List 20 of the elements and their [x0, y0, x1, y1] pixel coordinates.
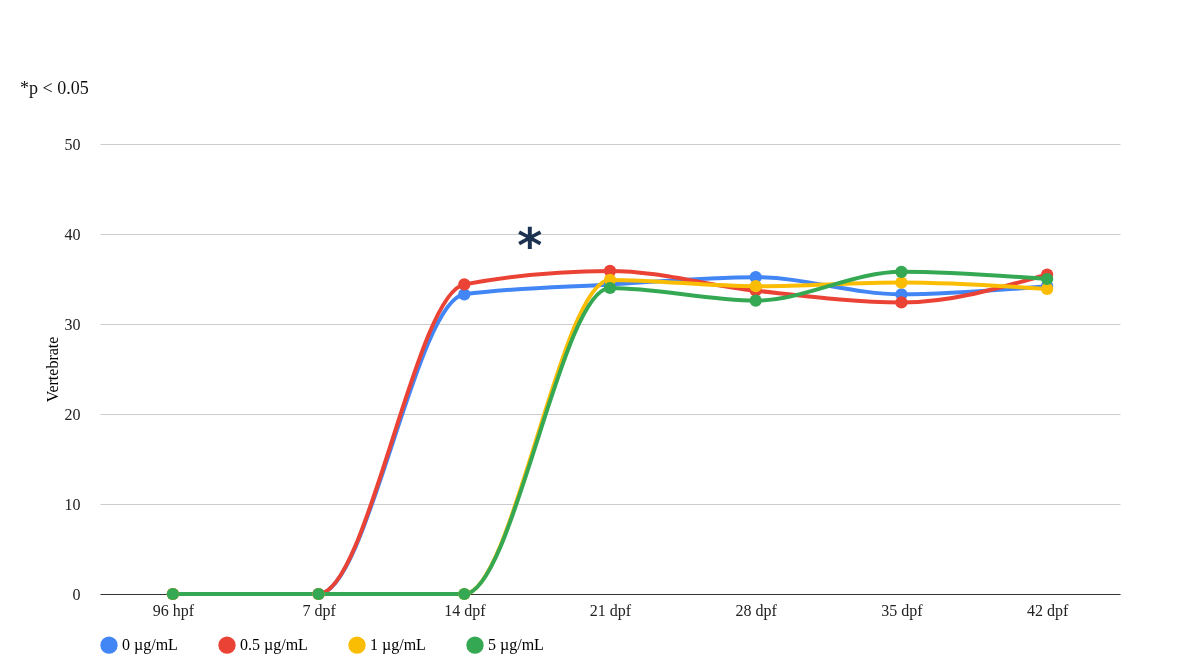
y-tick-label: 40: [64, 225, 81, 243]
x-tick-label: 14 dpf: [444, 601, 487, 620]
x-tick-label: 42 dpf: [1026, 601, 1069, 620]
y-tick-label: 50: [64, 135, 81, 153]
legend-label: 0.5 µg/mL: [240, 636, 308, 655]
x-tick-label: 28 dpf: [735, 601, 778, 620]
legend-label: 1 µg/mL: [370, 636, 426, 655]
y-axis-title: Vertebrate: [43, 336, 61, 403]
y-tick-label: 30: [64, 315, 81, 333]
y-tick-label: 20: [64, 405, 81, 423]
y-tick-label: 10: [64, 495, 81, 513]
x-tick-label: 21 dpf: [589, 601, 632, 620]
text: *p < 0.05: [20, 78, 89, 98]
annotation: *: [517, 216, 543, 273]
legend-label: 5 µg/mL: [488, 636, 544, 655]
y-tick-label: 0: [72, 585, 81, 603]
x-tick-label: 7 dpf: [302, 601, 337, 620]
legend-label: 0 µg/mL: [122, 636, 178, 655]
x-tick-label: 35 dpf: [881, 601, 924, 620]
x-tick-label: 96 hpf: [152, 601, 195, 620]
